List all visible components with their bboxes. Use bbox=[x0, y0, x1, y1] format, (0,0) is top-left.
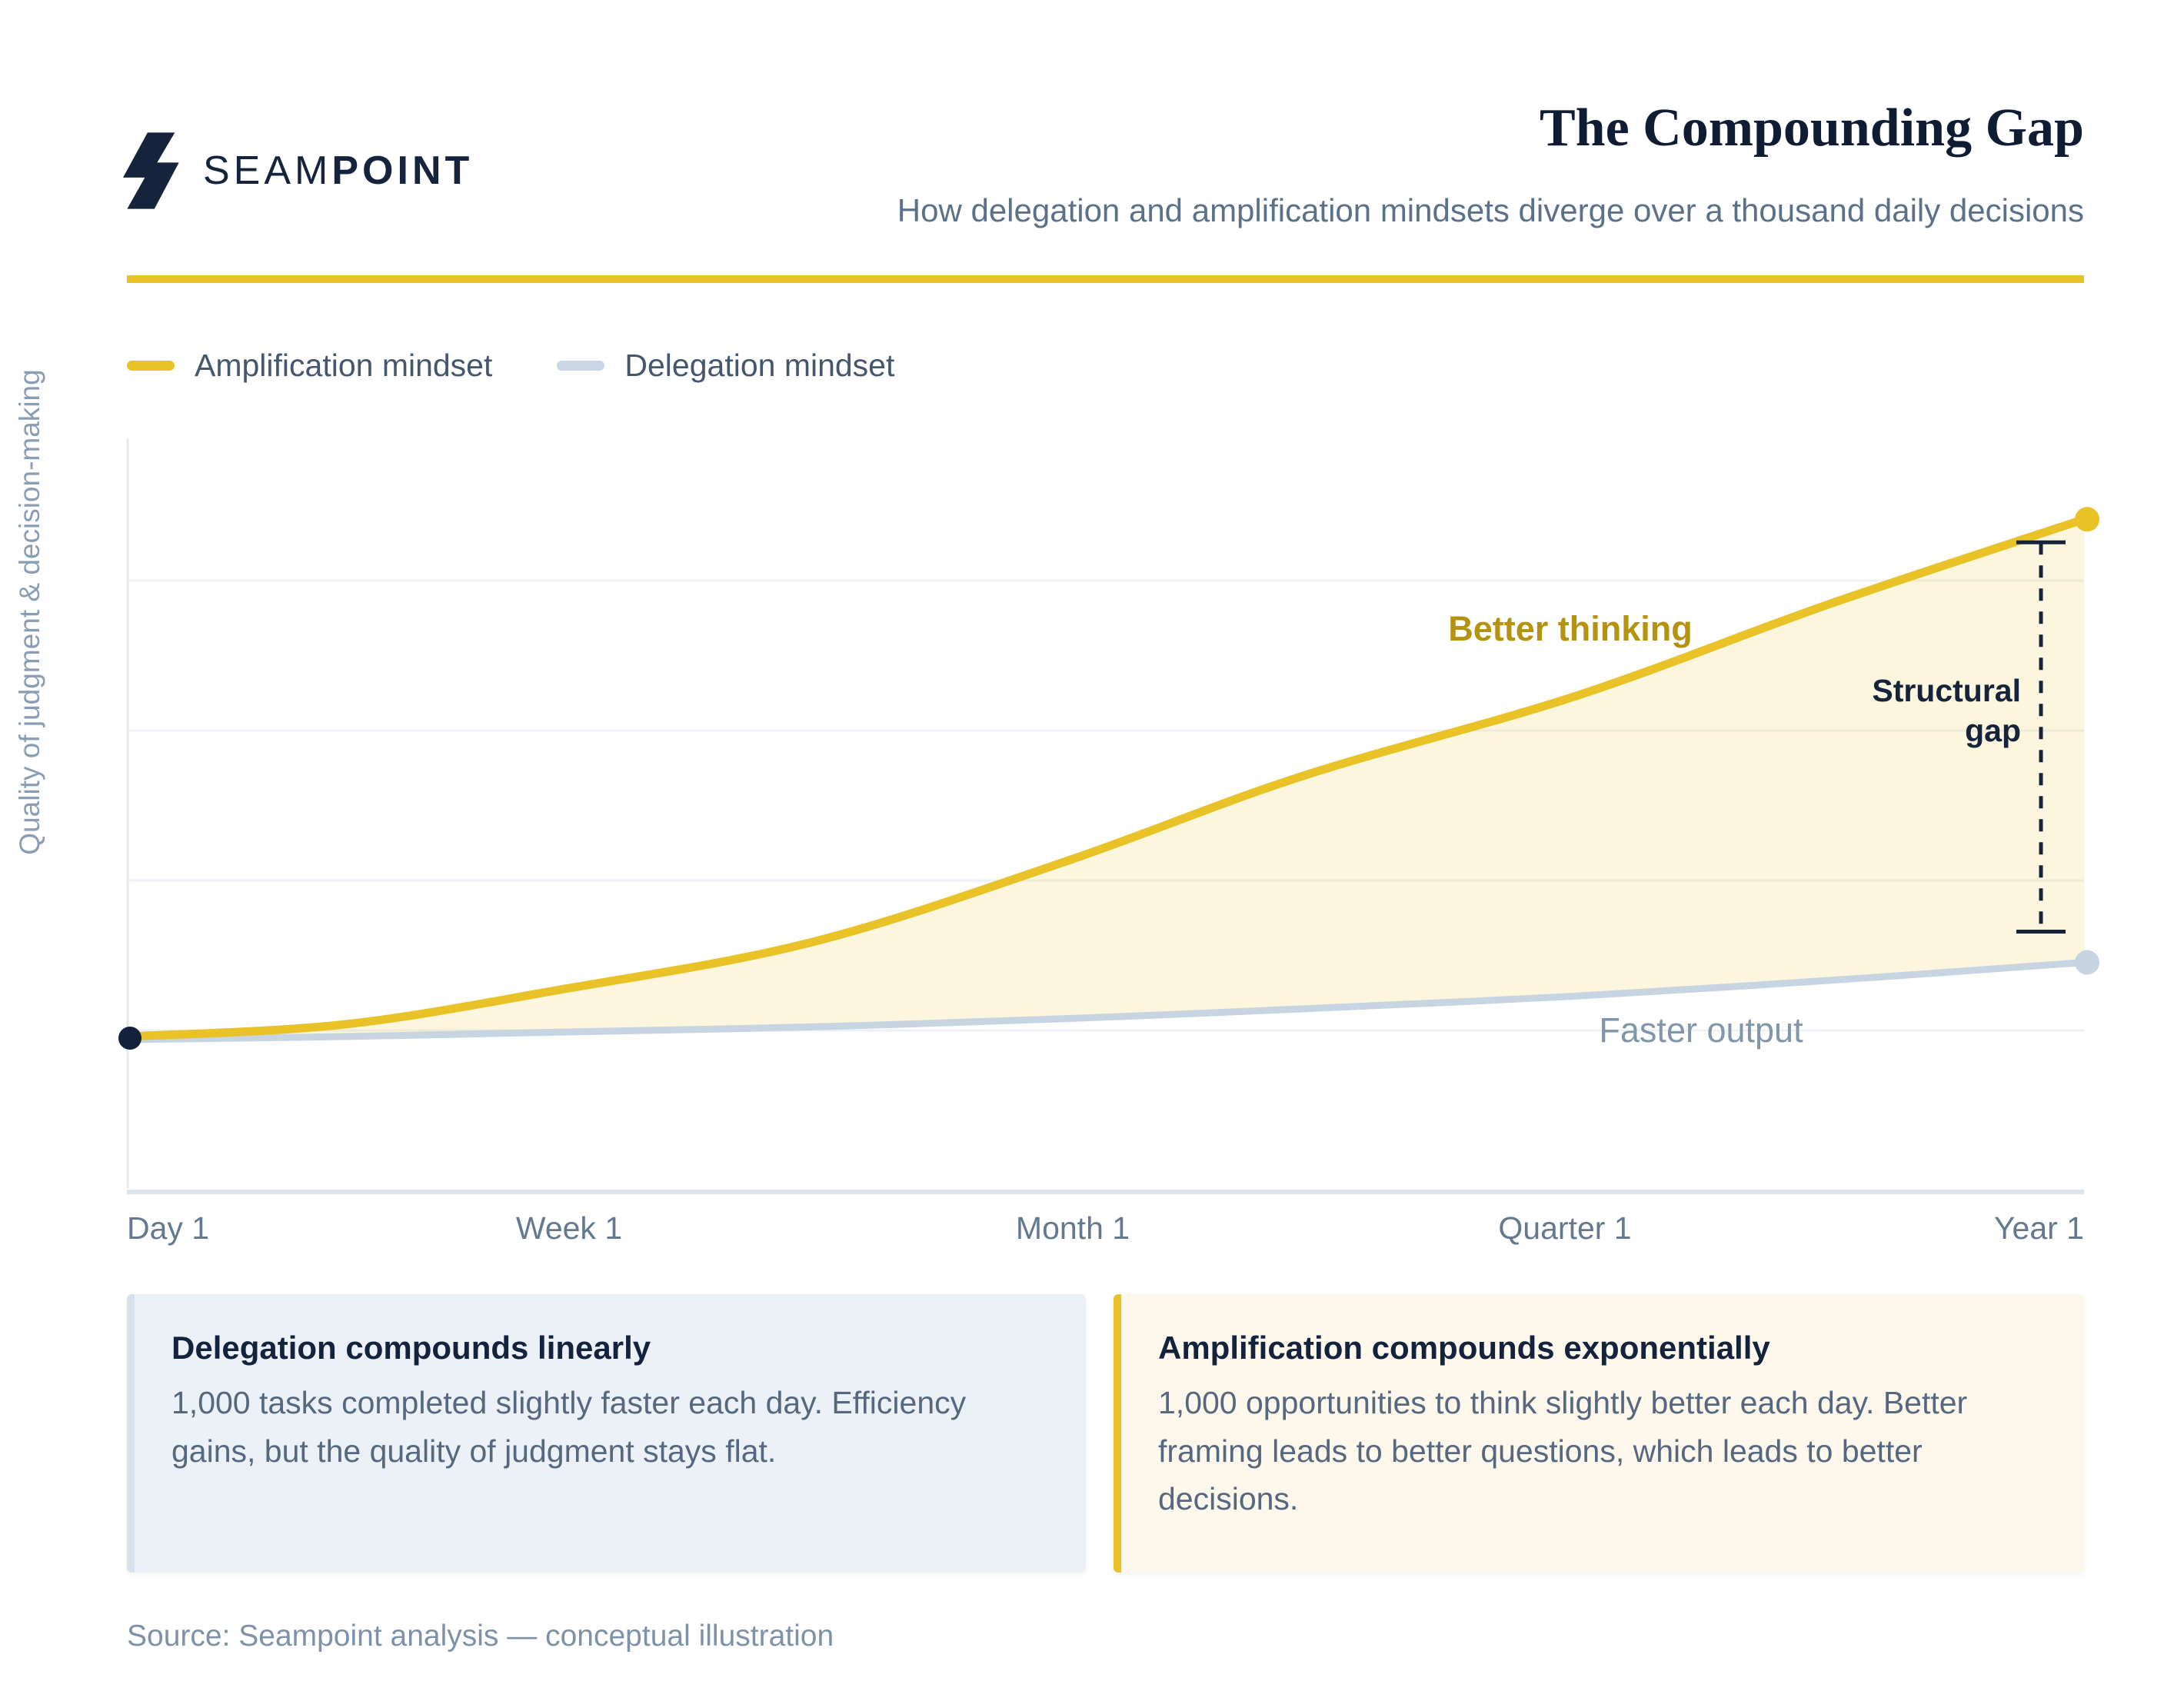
brand-logo: SEAMPOINT bbox=[123, 131, 473, 211]
callout-delegation-body: 1,000 tasks completed slightly faster ea… bbox=[171, 1385, 967, 1469]
x-tick-quarter1: Quarter 1 bbox=[1498, 1210, 1632, 1246]
brand-name: SEAMPOINT bbox=[203, 148, 473, 194]
callout-delegation: Delegation compounds linearly 1,000 task… bbox=[127, 1294, 1086, 1573]
delegation-swatch-icon bbox=[557, 361, 605, 371]
annotation-faster-output: Faster output bbox=[1599, 1010, 1803, 1050]
seampoint-bolt-icon bbox=[123, 132, 179, 209]
chart-legend: Amplification mindset Delegation mindset bbox=[127, 348, 894, 384]
legend-item-delegation: Delegation mindset bbox=[557, 348, 894, 384]
legend-item-amplification: Amplification mindset bbox=[127, 348, 492, 384]
callout-delegation-title: Delegation compounds linearly bbox=[171, 1330, 651, 1366]
callout-amplification-title: Amplification compounds exponentially bbox=[1158, 1330, 1770, 1366]
page-title: The Compounding Gap bbox=[1539, 98, 2084, 158]
header-divider bbox=[127, 275, 2084, 283]
x-tick-year1: Year 1 bbox=[1993, 1210, 2084, 1246]
brand-name-regular: SEAM bbox=[203, 148, 332, 193]
annotation-better-thinking: Better thinking bbox=[1448, 609, 1693, 648]
callout-amplification-body: 1,000 opportunities to think slightly be… bbox=[1158, 1385, 1968, 1517]
x-tick-month1: Month 1 bbox=[1015, 1210, 1130, 1246]
source-note: Source: Seampoint analysis — conceptual … bbox=[127, 1619, 834, 1653]
x-tick-week1: Week 1 bbox=[515, 1210, 623, 1246]
brand-name-bold: POINT bbox=[331, 148, 474, 193]
x-tick-day1: Day 1 bbox=[127, 1210, 210, 1246]
page-subtitle: How delegation and amplification mindset… bbox=[897, 192, 2084, 228]
callout-amplification: Amplification compounds exponentially 1,… bbox=[1114, 1294, 2084, 1573]
legend-label: Amplification mindset bbox=[195, 348, 493, 383]
amplification-swatch-icon bbox=[127, 361, 175, 371]
annotation-structural-gap: Structural gap bbox=[1872, 673, 2021, 749]
legend-label: Delegation mindset bbox=[624, 348, 895, 383]
